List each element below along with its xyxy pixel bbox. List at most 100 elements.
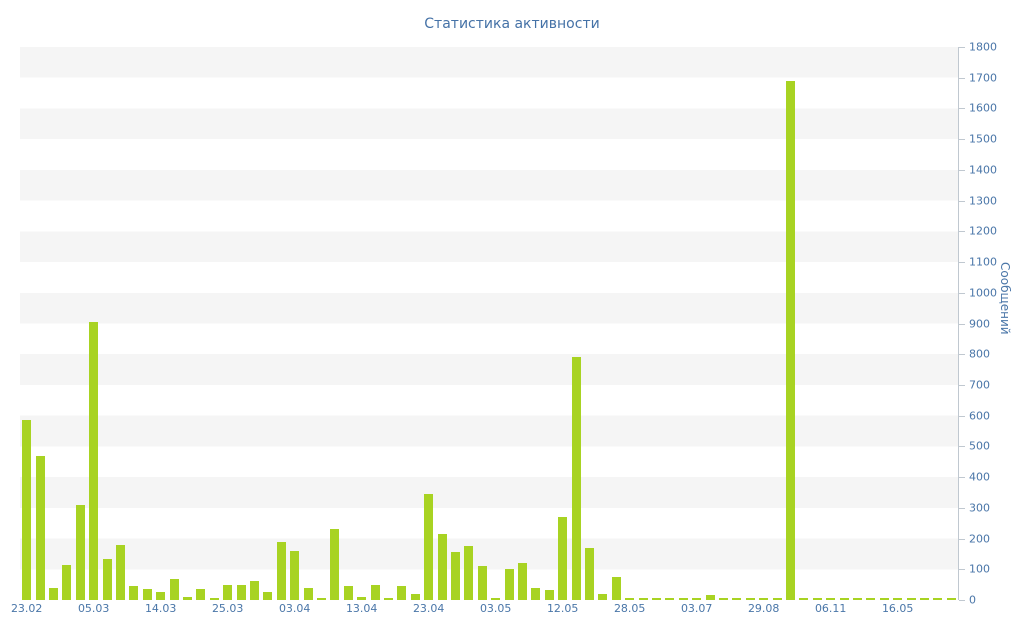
x-axis-label: 23.02 bbox=[10, 602, 43, 615]
bar bbox=[893, 598, 903, 600]
bar bbox=[799, 598, 809, 600]
bar bbox=[611, 576, 621, 600]
bar bbox=[250, 580, 259, 600]
bar bbox=[209, 598, 219, 600]
bar bbox=[652, 598, 661, 600]
y-tick-mark bbox=[959, 292, 965, 294]
bar bbox=[732, 598, 742, 600]
y-tick-mark bbox=[959, 569, 965, 571]
x-axis-label: 28.05 bbox=[613, 602, 646, 615]
bar bbox=[22, 420, 32, 600]
bar bbox=[263, 592, 273, 600]
bar bbox=[223, 585, 233, 600]
y-tick-mark bbox=[959, 415, 965, 417]
y-tick-label: 1100 bbox=[969, 255, 997, 269]
x-axis-label: 05.03 bbox=[77, 602, 110, 615]
y-tick-label: 0 bbox=[969, 593, 976, 607]
y-tick-mark bbox=[959, 47, 965, 48]
bar bbox=[236, 584, 246, 600]
y-tick-label: 1600 bbox=[969, 101, 997, 115]
y-tick-label: 1700 bbox=[969, 71, 997, 85]
bar bbox=[625, 598, 635, 600]
y-tick-label: 300 bbox=[969, 501, 990, 515]
y-tick-label: 500 bbox=[969, 439, 990, 453]
y-tick-label: 1800 bbox=[969, 40, 997, 54]
bar bbox=[558, 517, 568, 600]
bar bbox=[330, 529, 340, 600]
bar bbox=[772, 598, 782, 600]
bar bbox=[598, 593, 608, 600]
x-axis-label: 03.04 bbox=[278, 602, 311, 615]
y-tick-mark bbox=[959, 354, 965, 356]
bar bbox=[759, 598, 769, 600]
x-axis-label: 23.04 bbox=[412, 602, 445, 615]
bar bbox=[437, 533, 447, 600]
y-tick-mark bbox=[959, 477, 965, 479]
bar bbox=[531, 587, 541, 600]
y-tick-mark bbox=[959, 384, 965, 386]
y-tick-label: 1400 bbox=[969, 163, 997, 177]
bar bbox=[49, 587, 58, 600]
x-axis-label: 14.03 bbox=[144, 602, 177, 615]
y-tick-mark bbox=[959, 139, 965, 141]
y-tick-mark bbox=[959, 169, 965, 171]
bar bbox=[464, 546, 474, 600]
y-axis: 0 100 200 300 400 500 600 700 800 900 1000 1100 1200… bbox=[958, 41, 1024, 607]
bar bbox=[276, 541, 286, 600]
bar bbox=[692, 598, 702, 600]
y-tick-mark bbox=[959, 262, 965, 264]
y-tick-mark bbox=[959, 600, 965, 601]
bar bbox=[156, 592, 166, 600]
bar bbox=[585, 547, 594, 600]
bar bbox=[410, 593, 420, 600]
y-tick-label: 700 bbox=[969, 378, 990, 392]
x-axis-label: 03.05 bbox=[479, 602, 512, 615]
bar bbox=[343, 586, 353, 600]
bar bbox=[303, 587, 313, 600]
bar bbox=[518, 563, 527, 600]
bar bbox=[477, 566, 487, 600]
bar bbox=[370, 584, 380, 600]
y-tick-mark bbox=[959, 77, 965, 79]
x-axis-label: 03.07 bbox=[680, 602, 713, 615]
y-tick-label: 400 bbox=[969, 470, 990, 484]
y-tick-label: 900 bbox=[969, 317, 990, 330]
y-tick-mark bbox=[959, 200, 965, 202]
y-tick-mark bbox=[959, 538, 965, 540]
x-axis-label: 25.03 bbox=[211, 602, 244, 615]
bar bbox=[879, 598, 889, 600]
y-tick-label: 200 bbox=[969, 532, 990, 546]
bar bbox=[946, 598, 956, 600]
bar bbox=[102, 558, 112, 600]
bar bbox=[169, 578, 179, 600]
y-tick-mark bbox=[959, 446, 965, 448]
y-tick-label: 1000 bbox=[969, 286, 997, 300]
y-tick-label: 100 bbox=[969, 562, 990, 576]
y-tick-label: 1500 bbox=[969, 132, 997, 146]
bar bbox=[839, 598, 849, 600]
bar bbox=[638, 598, 648, 600]
x-axis-label: 29.08 bbox=[747, 602, 780, 615]
y-tick-label: 600 bbox=[969, 409, 990, 423]
bar bbox=[196, 589, 206, 600]
x-axis-label: 06.11 bbox=[814, 602, 847, 615]
y-tick-mark bbox=[959, 231, 965, 233]
bar bbox=[397, 586, 407, 600]
y-tick-label: 800 bbox=[969, 347, 990, 361]
bar bbox=[705, 595, 715, 600]
y-tick-mark bbox=[959, 323, 965, 325]
bar bbox=[906, 598, 916, 600]
bar bbox=[571, 357, 581, 600]
bar bbox=[826, 598, 836, 600]
bar bbox=[544, 589, 554, 600]
plot-area bbox=[20, 47, 958, 600]
bar bbox=[183, 596, 192, 600]
bar bbox=[35, 455, 45, 600]
x-axis-label: 12.05 bbox=[546, 602, 579, 615]
bar bbox=[933, 598, 943, 600]
bar bbox=[719, 598, 728, 600]
bar bbox=[317, 598, 326, 600]
y-tick-mark bbox=[959, 108, 965, 110]
bar bbox=[62, 564, 72, 600]
